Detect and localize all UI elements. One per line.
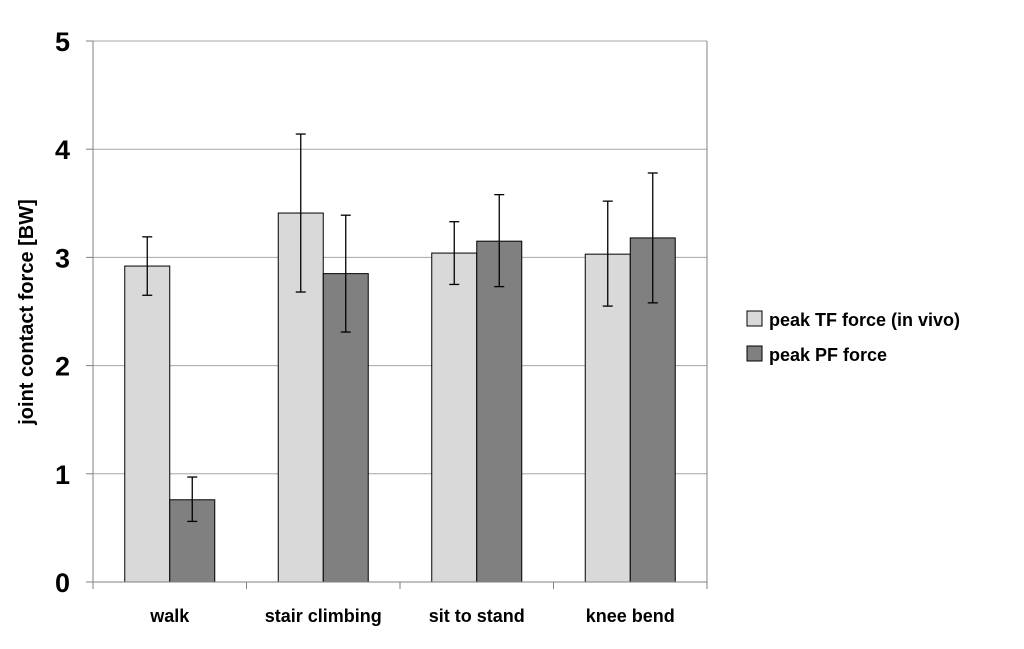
y-tick-label: 4 [55,135,70,165]
bars [124,212,676,583]
legend-swatch-tf [746,310,763,327]
y-tick-label: 3 [55,243,70,273]
axes [86,40,708,589]
legend: peak TF force (in vivo) peak PF force [746,310,960,365]
y-tick-label: 0 [55,568,70,598]
y-tick-label: 2 [55,352,70,382]
error-bars [142,133,658,523]
y-tick-label: 5 [55,27,70,57]
legend-swatch-pf [746,345,763,362]
bar-pf-2 [476,240,523,583]
bar-tf-2 [431,252,478,583]
x-category-label: stair climbing [265,606,382,626]
y-axis-title: joint contact force [BW] [16,199,38,426]
legend-label-tf: peak TF force (in vivo) [769,310,960,330]
axis-labels: 0 1 2 3 4 5 walk stair climbing sit to stand knee… [55,27,675,626]
x-category-label: sit to stand [429,606,525,626]
y-tick-label: 1 [55,460,70,490]
bar-tf-0 [124,265,171,583]
x-category-label: walk [149,606,190,626]
x-category-label: knee bend [586,606,675,626]
legend-label-pf: peak PF force [769,345,887,365]
